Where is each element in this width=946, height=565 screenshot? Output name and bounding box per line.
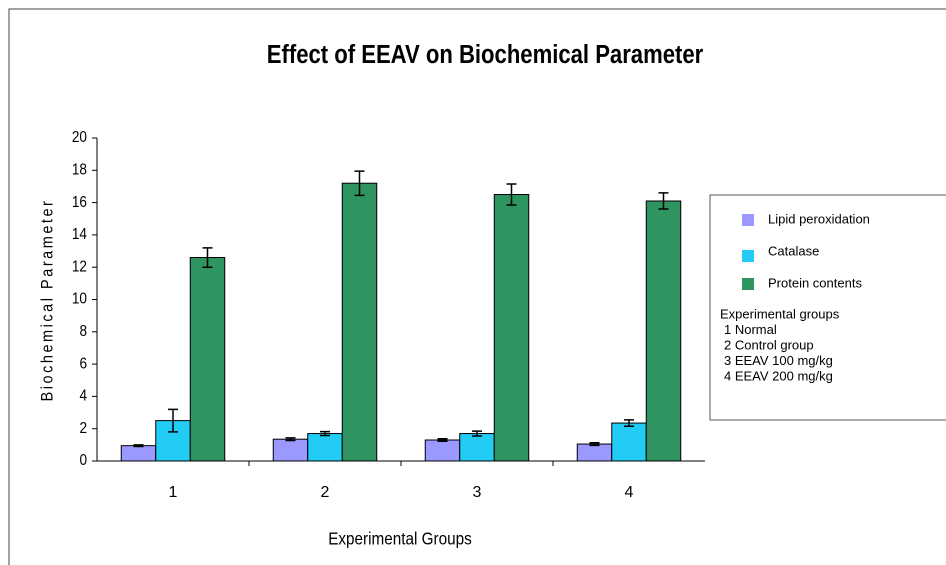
error-bar: [320, 430, 330, 437]
y-tick-label: 10: [72, 291, 87, 308]
x-tick-label: 4: [625, 484, 634, 501]
legend-swatch: [742, 250, 754, 262]
bar: [459, 433, 495, 462]
y-tick-label: 20: [72, 129, 87, 146]
legend-label: Catalase: [768, 243, 819, 258]
legend-note: 2 Control group: [724, 337, 814, 352]
legend-swatch: [742, 278, 754, 290]
bar: [576, 443, 613, 462]
y-tick-label: 2: [79, 420, 87, 437]
error-bar: [168, 408, 178, 433]
bar: [307, 433, 343, 462]
y-tick-label: 6: [79, 355, 87, 372]
y-tick-label: 16: [72, 194, 87, 211]
legend-note: Experimental groups: [720, 306, 840, 321]
x-axis-label: Experimental Groups: [328, 529, 472, 549]
legend-note: 4 EEAV 200 mg/kg: [724, 368, 833, 383]
bar: [424, 439, 461, 462]
error-bar: [589, 442, 600, 447]
error-bar: [202, 247, 213, 268]
y-tick-label: 0: [79, 452, 87, 469]
error-bar: [472, 430, 482, 437]
bar: [120, 445, 157, 462]
error-bar: [354, 170, 365, 197]
y-tick-label: 18: [72, 162, 87, 179]
bar: [611, 422, 647, 462]
x-tick-label: 3: [473, 484, 482, 501]
legend-label: Lipid peroxidation: [768, 211, 870, 226]
error-bar: [437, 437, 448, 443]
x-tick-label: 2: [321, 484, 330, 501]
legend-note: 3 EEAV 100 mg/kg: [724, 353, 833, 368]
x-tick-label: 1: [169, 484, 178, 501]
y-tick-label: 14: [72, 226, 87, 243]
bar: [493, 194, 530, 462]
error-bar: [285, 437, 296, 442]
y-tick-label: 4: [79, 388, 87, 405]
y-tick-label: 8: [79, 323, 87, 340]
error-bar: [658, 192, 669, 210]
legend-note: 1 Normal: [724, 322, 777, 337]
error-bar: [624, 419, 634, 428]
bar: [645, 200, 682, 462]
legend-label: Protein contents: [768, 275, 862, 290]
frame: [8, 8, 946, 565]
legend-swatch: [742, 214, 754, 226]
legend-box: [709, 194, 946, 421]
bar: [341, 182, 378, 462]
chart-title: Effect of EEAV on Biochemical Parameter: [267, 40, 704, 69]
y-tick-label: 12: [72, 258, 87, 275]
error-bar: [133, 444, 144, 448]
bar: [272, 438, 309, 462]
y-axis-label: Biochemical Parameter: [38, 199, 56, 402]
error-bar: [506, 183, 517, 206]
bar: [189, 257, 226, 462]
